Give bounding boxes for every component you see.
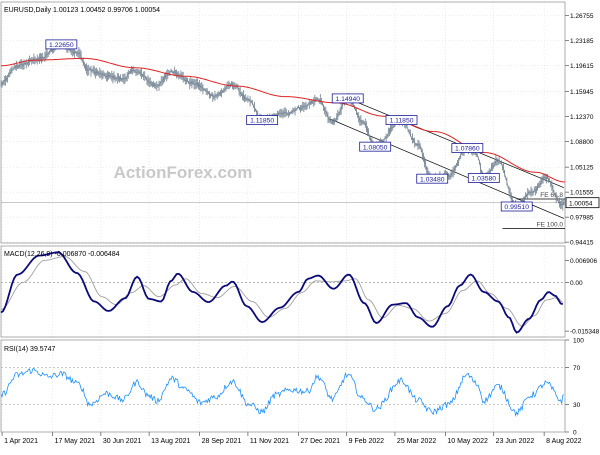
rsi-panel-title: RSI(14) 39.5747	[4, 346, 55, 353]
price-panel: FE 61.8 FE 100.0 1.22650 1.11850 1.14940 1.08…	[0, 39, 566, 229]
price-y-tick-label: 1.08800	[570, 139, 594, 146]
price-y-tick-label: 1.26755	[570, 13, 594, 20]
price-y-tick-label: 1.12370	[570, 114, 594, 121]
level-label-box	[451, 143, 484, 153]
level-label-box	[331, 93, 364, 104]
level-label: 1.08050	[363, 144, 388, 151]
x-tick-label: 10 May 2022	[447, 438, 488, 445]
price-panel-title: EURUSD,Daily 1.00123 1.00452 0.99706 1.0…	[4, 7, 160, 14]
x-tick-label: 17 May 2021	[55, 438, 96, 445]
macd-y-tick-label: 0.00	[570, 280, 583, 287]
watermark: ActionForex.com	[114, 163, 253, 182]
x-tick-label: 9 Feb 2022	[349, 438, 385, 445]
level-label-box	[416, 173, 449, 184]
rsi-panel-frame	[0, 339, 566, 433]
x-tick-label: 27 Dec 2021	[300, 438, 340, 445]
level-label: 1.11850	[389, 118, 413, 125]
level-label: 1.11850	[250, 118, 274, 125]
rsi-y-tick-label: 30	[573, 402, 581, 409]
level-label-box	[246, 115, 279, 125]
axis-layer: 1 Apr 2021 17 May 2021 30 Jun 2021 13 Aug 2…	[1, 13, 600, 445]
x-tick-label: 23 Jun 2022	[496, 438, 535, 445]
last-price-box	[565, 197, 600, 209]
last-price-label: 1.00054	[569, 200, 593, 207]
x-tick-label: 8 Aug 2022	[546, 438, 582, 445]
price-panel-frame	[0, 1, 566, 244]
price-y-tick-label: 0.94415	[570, 240, 594, 247]
projection-label: FE 61.8	[540, 192, 563, 199]
level-label-box	[359, 141, 392, 152]
rsi-line	[0, 368, 565, 417]
channel-upper-line	[347, 98, 565, 188]
panel-frames	[0, 1, 566, 433]
rsi-panel	[0, 367, 565, 417]
level-label-box	[500, 201, 533, 212]
level-label: 1.22650	[49, 42, 74, 49]
price-y-tick-label: 1.23185	[570, 38, 594, 45]
macd-y-tick-label: 0.006906	[570, 258, 597, 265]
rsi-y-tick-label: 70	[573, 365, 581, 372]
rsi-y-tick-label: 0	[573, 430, 577, 437]
projection-label: FE 100.0	[537, 222, 564, 229]
x-tick-label: 13 Aug 2021	[151, 438, 190, 445]
level-label: 1.14940	[335, 96, 360, 103]
macd-panel-frame	[0, 245, 566, 338]
price-y-tick-label: 1.01555	[570, 190, 594, 197]
rsi-y-tick-label: 100	[573, 338, 584, 345]
price-y-tick-label: 1.19615	[570, 63, 594, 70]
macd-panel-title: MACD(12,26,9) -0.006870 -0.006484	[4, 251, 120, 258]
macd-panel	[0, 251, 565, 334]
x-tick-label: 28 Sep 2021	[202, 438, 242, 445]
x-tick-label: 11 Nov 2021	[250, 438, 289, 445]
level-label: 1.03480	[420, 176, 445, 183]
price-y-tick-label: 1.15945	[570, 89, 594, 96]
x-tick-label: 25 Mar 2022	[397, 438, 436, 445]
x-tick-label: 1 Apr 2021	[4, 438, 38, 445]
level-label: 0.99510	[504, 204, 529, 211]
price-y-tick-label: 1.05125	[570, 165, 594, 172]
level-label: 1.07860	[455, 146, 480, 153]
level-label-box	[45, 39, 78, 50]
level-label: 1.03580	[472, 176, 497, 183]
macd-y-tick-label: -0.015348	[570, 329, 600, 336]
level-label-box	[385, 115, 418, 125]
level-label-box	[467, 173, 500, 183]
macd-line	[0, 251, 564, 334]
x-tick-label: 30 Jun 2021	[103, 438, 142, 445]
macd-signal-line	[0, 256, 564, 327]
price-y-tick-label: 0.97985	[570, 215, 594, 222]
